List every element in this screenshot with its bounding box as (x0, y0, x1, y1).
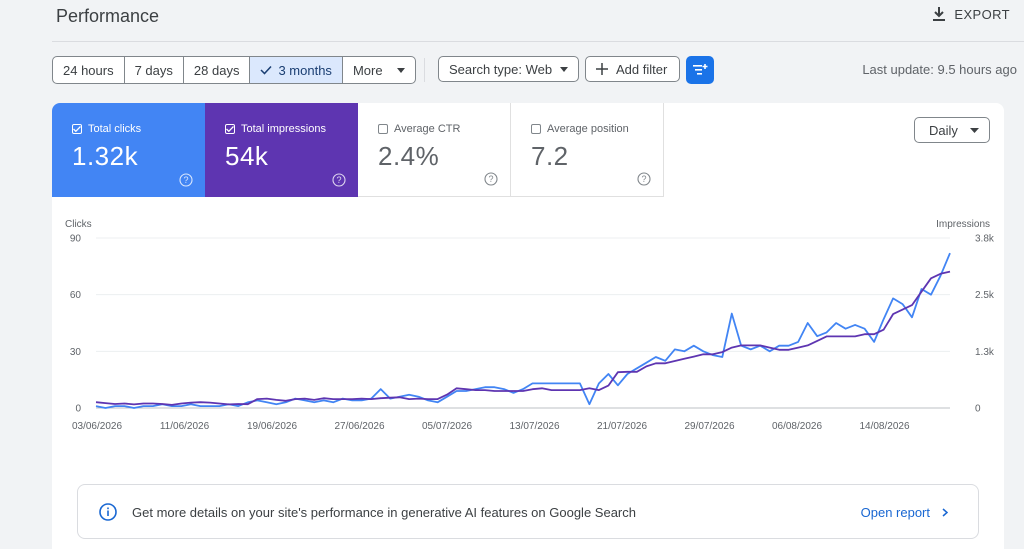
dropdown-arrow-icon (560, 67, 568, 72)
info-icon (99, 503, 117, 521)
help-icon[interactable]: ? (484, 172, 498, 186)
help-icon[interactable]: ? (179, 173, 193, 187)
x-tick-label: 27/06/2026 (334, 421, 384, 432)
check-icon (260, 65, 273, 75)
series-line-impressions (95, 270, 951, 406)
metric-label: Average position (547, 123, 629, 135)
granularity-dropdown[interactable]: Daily (914, 117, 990, 143)
y-axis-left-title: Clicks (65, 219, 92, 230)
range-7-days-button[interactable]: 7 days (125, 57, 184, 83)
x-tick-label: 21/07/2026 (597, 421, 647, 432)
y-tick-right: 0 (975, 404, 981, 415)
metric-label: Total clicks (88, 123, 142, 135)
plus-icon (596, 63, 608, 75)
y-tick-right: 2.5k (975, 290, 995, 301)
range-28-days-button[interactable]: 28 days (184, 57, 251, 83)
y-tick-left: 0 (75, 404, 81, 415)
export-button[interactable]: EXPORT (932, 6, 1010, 22)
dropdown-arrow-icon (396, 67, 405, 73)
header-divider (52, 41, 1024, 42)
series-line-clicks (95, 252, 951, 409)
dropdown-arrow-icon (970, 128, 979, 133)
svg-text:?: ? (336, 175, 341, 185)
svg-text:?: ? (641, 174, 646, 184)
y-tick-left: 60 (70, 290, 82, 301)
metric-label: Total impressions (241, 123, 326, 135)
metric-total-clicks[interactable]: Total clicks 1.32k ? (52, 103, 205, 197)
date-range-selector: 24 hours 7 days 28 days 3 months More (52, 56, 416, 84)
filter-separator (424, 58, 425, 82)
header: Performance EXPORT (0, 0, 1024, 42)
x-tick-label: 19/06/2026 (247, 421, 297, 432)
performance-card: Total clicks 1.32k ? Total impressions 5… (52, 103, 1004, 549)
metric-average-ctr[interactable]: Average CTR 2.4% ? (358, 103, 511, 197)
metric-label: Average CTR (394, 123, 461, 135)
checkbox-checked-icon[interactable] (72, 124, 82, 134)
metric-value: 2.4% (378, 141, 440, 171)
download-icon (933, 7, 946, 21)
y-tick-right: 1.3k (975, 347, 995, 358)
metric-value: 54k (225, 141, 269, 171)
x-tick-label: 14/08/2026 (859, 421, 909, 432)
checkbox-unchecked-icon[interactable] (531, 124, 541, 134)
help-icon[interactable]: ? (637, 172, 651, 186)
range-3-months-button[interactable]: 3 months (250, 57, 343, 83)
metric-value: 7.2 (531, 141, 569, 171)
svg-text:?: ? (183, 175, 188, 185)
x-tick-label: 03/06/2026 (72, 421, 122, 432)
metric-average-position[interactable]: Average position 7.2 ? (511, 103, 664, 197)
x-tick-label: 05/07/2026 (422, 421, 472, 432)
page-title: Performance (56, 6, 160, 26)
x-tick-label: 29/07/2026 (684, 421, 734, 432)
add-filter-button[interactable]: Add filter (585, 56, 680, 82)
banner-message: Get more details on your site's performa… (132, 505, 636, 520)
y-tick-left: 30 (70, 347, 82, 358)
svg-text:?: ? (488, 174, 493, 184)
x-tick-label: 06/08/2026 (772, 421, 822, 432)
export-label: EXPORT (954, 6, 1010, 22)
x-tick-label: 11/06/2026 (160, 421, 210, 432)
search-type-dropdown[interactable]: Search type: Web (438, 56, 579, 82)
ai-features-banner: Get more details on your site's performa… (77, 484, 979, 539)
x-tick-label: 13/07/2026 (509, 421, 559, 432)
y-tick-left: 90 (70, 234, 82, 245)
filter-bar: 24 hours 7 days 28 days 3 months More Se… (0, 55, 1024, 85)
y-tick-right: 3.8k (975, 234, 995, 245)
open-report-link[interactable]: Open report (861, 505, 948, 520)
checkbox-unchecked-icon[interactable] (378, 124, 388, 134)
filter-list-icon (693, 64, 708, 75)
filter-settings-button[interactable] (686, 56, 714, 84)
metric-total-impressions[interactable]: Total impressions 54k ? (205, 103, 358, 197)
checkbox-checked-icon[interactable] (225, 124, 235, 134)
help-icon[interactable]: ? (332, 173, 346, 187)
metric-value: 1.32k (72, 141, 139, 171)
last-update-text: Last update: 9.5 hours ago (862, 62, 1017, 77)
range-more-dropdown[interactable]: More (343, 57, 415, 83)
y-axis-right-title: Impressions (936, 219, 990, 230)
performance-chart[interactable]: Clicks Impressions 90 3.8k 60 2.5k 30 1.3k 0 0 03/… (52, 211, 1004, 435)
chevron-right-icon (942, 508, 948, 517)
range-24-hours-button[interactable]: 24 hours (53, 57, 125, 83)
